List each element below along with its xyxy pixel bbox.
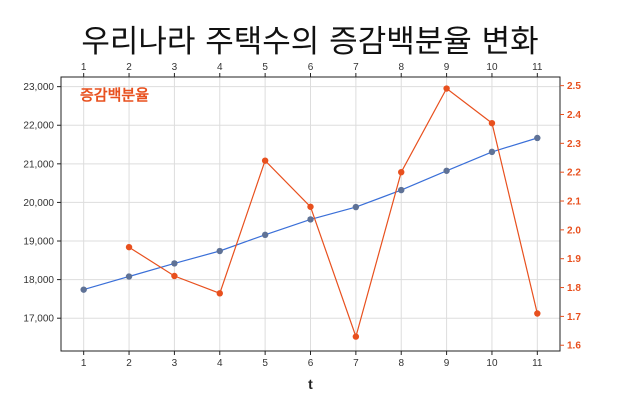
x-tick-label-bottom: 4: [217, 358, 223, 369]
data-point-change-rate: [398, 168, 405, 176]
y-right-tick-label: 1.6: [567, 341, 581, 352]
data-point-change-rate: [261, 157, 269, 164]
grid: [61, 77, 560, 351]
data-point-change-rate: [307, 203, 314, 210]
x-tick-label-top: 10: [486, 62, 498, 73]
y-right-tick-label: 2.1: [567, 197, 581, 208]
x-tick-label-bottom: 5: [262, 358, 268, 369]
data-point-housing-count: [443, 167, 450, 174]
data-point-change-rate: [352, 333, 360, 340]
series-group: [80, 85, 541, 340]
data-point-housing-count: [488, 148, 496, 156]
x-tick-label-top: 5: [262, 62, 268, 73]
x-tick-label-bottom: 9: [444, 358, 450, 369]
y-left-tick-label: 23,000: [23, 82, 54, 93]
y-left-tick-label: 17,000: [23, 314, 54, 325]
y-right-tick-label: 1.8: [567, 283, 581, 294]
axes: 1122334455667788991010111117,00018,00019…: [23, 62, 581, 369]
x-tick-label-top: 7: [353, 62, 359, 73]
y-left-tick-label: 20,000: [23, 198, 54, 209]
data-point-change-rate: [443, 85, 450, 92]
y-left-tick-label: 22,000: [23, 121, 54, 132]
x-tick-label-top: 4: [217, 62, 223, 73]
x-tick-label-top: 2: [126, 62, 132, 73]
data-point-change-rate: [125, 243, 133, 251]
y-right-tick-label: 2.2: [567, 168, 581, 179]
data-point-housing-count: [171, 260, 178, 267]
data-point-change-rate: [216, 290, 223, 297]
x-tick-label-bottom: 7: [353, 358, 359, 369]
x-tick-label-top: 1: [81, 62, 87, 73]
data-point-change-rate: [488, 119, 496, 127]
y-right-tick-label: 2.5: [567, 81, 581, 92]
x-tick-label-top: 8: [398, 62, 404, 73]
x-tick-label-bottom: 10: [486, 358, 498, 369]
y-right-tick-label: 2.3: [567, 139, 581, 150]
x-tick-label-bottom: 1: [81, 358, 87, 369]
series-label-rate: 증감백분율: [80, 86, 149, 104]
y-right-tick-label: 1.9: [567, 254, 581, 265]
data-point-housing-count: [352, 203, 360, 211]
x-tick-label-bottom: 11: [532, 358, 543, 369]
x-tick-label-top: 11: [532, 62, 543, 73]
y-left-tick-label: 21,000: [23, 159, 54, 170]
data-point-housing-count: [398, 186, 405, 194]
x-tick-label-bottom: 3: [172, 358, 178, 369]
data-point-housing-count: [261, 231, 269, 239]
y-right-tick-label: 1.7: [567, 312, 581, 323]
data-point-housing-count: [80, 286, 87, 293]
data-point-change-rate: [534, 310, 541, 317]
y-left-tick-label: 19,000: [23, 237, 54, 248]
data-point-housing-count: [125, 273, 133, 280]
x-tick-label-top: 9: [444, 62, 450, 73]
x-tick-label-top: 3: [172, 62, 178, 73]
data-point-housing-count: [307, 216, 314, 223]
series-line-change-rate: [128, 87, 538, 339]
y-left-tick-label: 18,000: [23, 275, 54, 286]
x-axis-title: t: [308, 376, 313, 392]
y-right-tick-label: 2.0: [567, 225, 581, 236]
x-tick-label-bottom: 2: [126, 358, 132, 369]
x-tick-label-bottom: 6: [308, 358, 314, 369]
data-point-change-rate: [171, 272, 178, 280]
data-point-housing-count: [534, 134, 541, 142]
x-tick-label-top: 6: [308, 62, 314, 73]
chart-title: 우리나라 주택수의 증감백분율 변화: [81, 24, 538, 60]
data-point-housing-count: [216, 247, 223, 255]
x-tick-label-bottom: 8: [398, 358, 404, 369]
y-right-tick-label: 2.4: [567, 110, 581, 121]
